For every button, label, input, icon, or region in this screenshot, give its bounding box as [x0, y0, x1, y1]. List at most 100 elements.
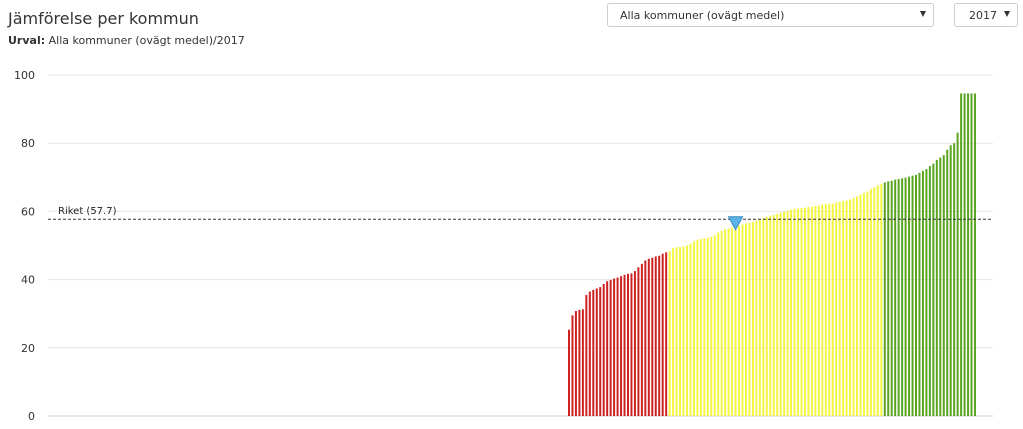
bar[interactable]	[797, 208, 800, 416]
bar[interactable]	[925, 169, 928, 416]
bar[interactable]	[647, 258, 650, 416]
triangle-down-icon[interactable]	[727, 216, 744, 231]
bar[interactable]	[654, 256, 657, 416]
bar[interactable]	[640, 263, 643, 416]
bar[interactable]	[703, 238, 706, 416]
bar[interactable]	[963, 93, 966, 416]
bar[interactable]	[873, 187, 876, 416]
bar[interactable]	[585, 294, 588, 416]
bar[interactable]	[692, 241, 695, 416]
bar[interactable]	[748, 222, 751, 416]
bar[interactable]	[824, 203, 827, 416]
bar[interactable]	[578, 309, 581, 416]
bar[interactable]	[908, 176, 911, 416]
bar[interactable]	[814, 205, 817, 416]
bar[interactable]	[904, 177, 907, 416]
bar[interactable]	[699, 238, 702, 416]
bar[interactable]	[717, 232, 720, 416]
bar[interactable]	[901, 178, 904, 416]
bar[interactable]	[876, 185, 879, 416]
bar[interactable]	[661, 253, 664, 416]
bar[interactable]	[588, 291, 591, 416]
bar[interactable]	[939, 157, 942, 416]
bar[interactable]	[592, 289, 595, 416]
bar[interactable]	[894, 179, 897, 416]
bar[interactable]	[644, 260, 647, 417]
bar[interactable]	[887, 181, 890, 416]
bar[interactable]	[883, 182, 886, 416]
bar[interactable]	[842, 201, 845, 416]
bar[interactable]	[689, 243, 692, 416]
bar[interactable]	[713, 235, 716, 416]
bar[interactable]	[675, 247, 678, 416]
bar[interactable]	[866, 191, 869, 416]
bar[interactable]	[932, 163, 935, 416]
bar[interactable]	[793, 209, 796, 416]
bar[interactable]	[942, 155, 945, 416]
bar[interactable]	[751, 221, 754, 416]
bar[interactable]	[953, 143, 956, 416]
bar[interactable]	[890, 180, 893, 416]
bar[interactable]	[946, 149, 949, 416]
bar[interactable]	[685, 245, 688, 417]
bar[interactable]	[956, 132, 959, 416]
bar[interactable]	[720, 230, 723, 416]
bar[interactable]	[571, 315, 574, 416]
bar[interactable]	[918, 172, 921, 416]
bar[interactable]	[696, 239, 699, 416]
bar[interactable]	[727, 228, 730, 416]
year-select[interactable]: 2017	[954, 3, 1018, 27]
bar[interactable]	[928, 166, 931, 416]
bar[interactable]	[849, 199, 852, 416]
bar[interactable]	[921, 170, 924, 416]
bar[interactable]	[626, 273, 629, 416]
bar[interactable]	[856, 196, 859, 416]
bar[interactable]	[783, 211, 786, 416]
bar[interactable]	[595, 288, 598, 416]
bar[interactable]	[706, 237, 709, 416]
bar[interactable]	[838, 201, 841, 416]
kommun-select[interactable]: Alla kommuner (ovägt medel)	[607, 3, 934, 27]
bar[interactable]	[790, 209, 793, 416]
bar[interactable]	[852, 198, 855, 416]
bar[interactable]	[779, 212, 782, 416]
bar[interactable]	[599, 287, 602, 416]
bar[interactable]	[828, 203, 831, 416]
bar[interactable]	[741, 224, 744, 416]
bar[interactable]	[668, 250, 671, 416]
bar[interactable]	[862, 192, 865, 416]
bar[interactable]	[734, 226, 737, 416]
bar[interactable]	[633, 271, 636, 416]
bar[interactable]	[880, 183, 883, 416]
bar[interactable]	[738, 225, 741, 416]
bar[interactable]	[831, 203, 834, 416]
bar[interactable]	[606, 281, 609, 416]
bar[interactable]	[935, 159, 938, 416]
bar[interactable]	[665, 252, 668, 416]
bar[interactable]	[758, 219, 761, 416]
bar[interactable]	[769, 215, 772, 416]
bar[interactable]	[821, 204, 824, 416]
bar[interactable]	[568, 329, 570, 416]
bar[interactable]	[915, 174, 917, 416]
bar[interactable]	[630, 273, 633, 416]
bar[interactable]	[574, 310, 577, 416]
bar[interactable]	[762, 218, 765, 416]
bar[interactable]	[911, 175, 914, 416]
bar[interactable]	[960, 93, 963, 416]
bar[interactable]	[810, 206, 813, 416]
bar[interactable]	[949, 145, 952, 416]
bar[interactable]	[765, 216, 768, 416]
bar[interactable]	[679, 246, 682, 416]
bar[interactable]	[859, 194, 862, 416]
bar[interactable]	[613, 278, 616, 416]
bar[interactable]	[637, 267, 640, 416]
bar[interactable]	[616, 277, 619, 416]
bar[interactable]	[970, 93, 973, 416]
bar[interactable]	[869, 188, 872, 416]
bar[interactable]	[620, 276, 623, 416]
bar[interactable]	[755, 220, 758, 416]
bar[interactable]	[682, 246, 685, 416]
bar[interactable]	[744, 223, 747, 416]
bar[interactable]	[786, 210, 789, 416]
